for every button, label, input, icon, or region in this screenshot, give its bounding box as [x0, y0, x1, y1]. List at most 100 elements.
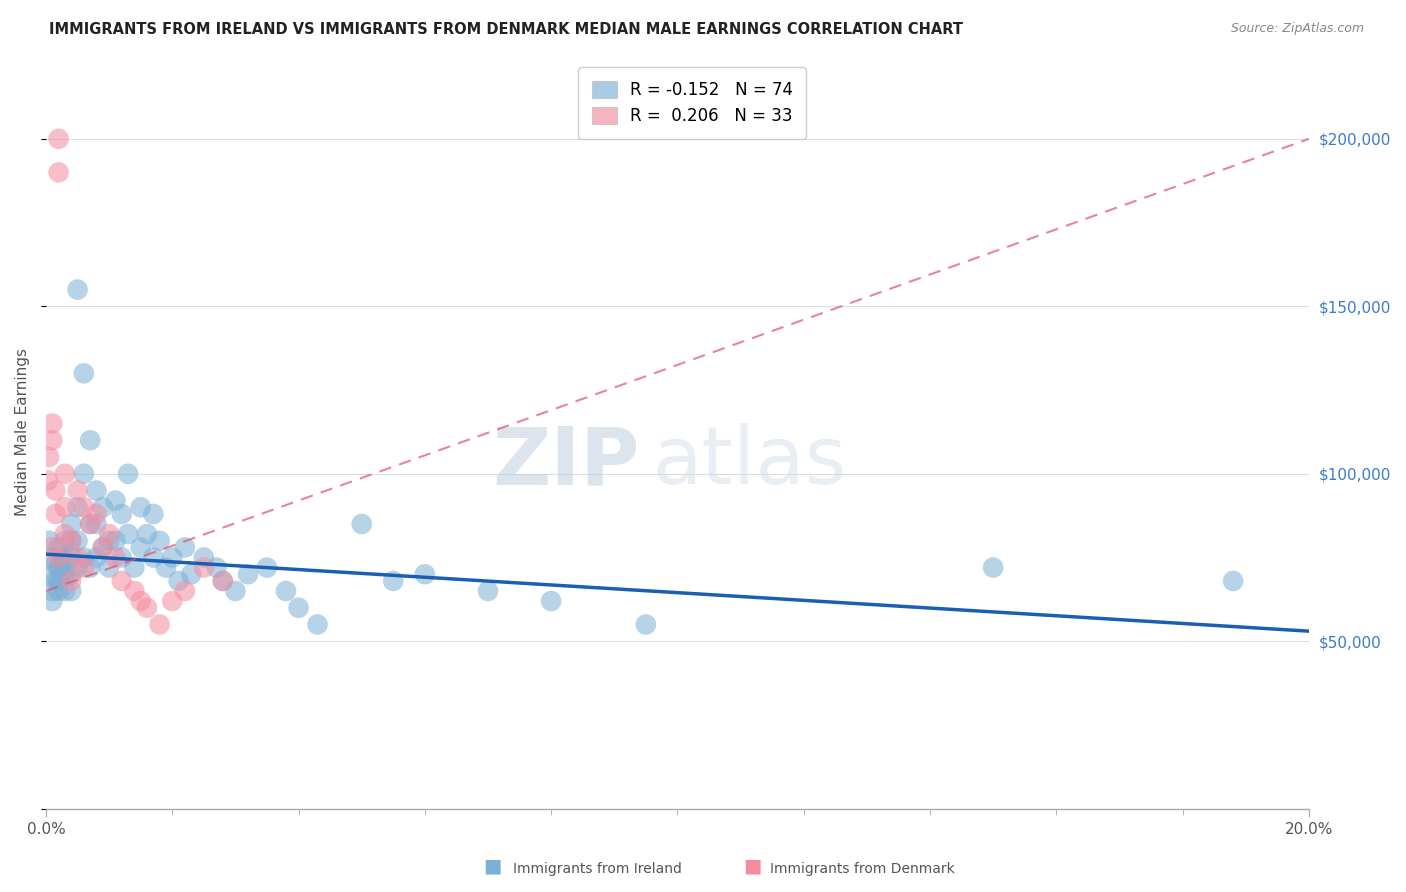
Point [79, 516, 101, 531]
Point [53, 567, 76, 582]
Point [60, 533, 83, 548]
Point [307, 617, 329, 632]
Point [48, 132, 70, 146]
Point [981, 560, 1004, 574]
Point [73, 366, 96, 380]
Point [174, 541, 197, 555]
Point [53, 584, 76, 599]
Point [205, 560, 228, 574]
Point [91, 541, 114, 555]
Point [44, 507, 66, 521]
Point [86, 550, 108, 565]
Point [44, 574, 66, 588]
Point [44, 557, 66, 571]
Text: IMMIGRANTS FROM IRELAND VS IMMIGRANTS FROM DENMARK MEDIAN MALE EARNINGS CORRELAT: IMMIGRANTS FROM IRELAND VS IMMIGRANTS FR… [49, 22, 963, 37]
Point [60, 550, 83, 565]
Point [98, 560, 121, 574]
Point [1222, 574, 1244, 588]
Point [274, 584, 297, 599]
Point [41, 567, 63, 582]
Point [66, 533, 89, 548]
Point [73, 560, 96, 574]
Point [142, 550, 165, 565]
Point [124, 560, 146, 574]
Point [174, 584, 197, 599]
Point [41, 417, 63, 431]
Point [129, 500, 152, 515]
Point [136, 527, 159, 541]
Point [53, 527, 76, 541]
Point [60, 533, 83, 548]
Point [224, 584, 246, 599]
Point [86, 516, 108, 531]
Point [60, 516, 83, 531]
Point [51, 567, 73, 582]
Point [104, 550, 127, 565]
Point [37, 474, 59, 488]
Point [41, 594, 63, 608]
Point [180, 567, 202, 582]
Text: atlas: atlas [652, 423, 846, 501]
Text: ZIP: ZIP [492, 423, 640, 501]
Point [66, 500, 89, 515]
Point [53, 467, 76, 481]
Point [129, 541, 152, 555]
Point [53, 550, 76, 565]
Point [60, 574, 83, 588]
Point [38, 450, 60, 464]
Point [149, 617, 172, 632]
Point [382, 574, 405, 588]
Point [41, 434, 63, 448]
Point [66, 283, 89, 297]
Point [66, 550, 89, 565]
Text: ■: ■ [482, 857, 502, 876]
Point [48, 541, 70, 555]
Point [91, 500, 114, 515]
Point [51, 550, 73, 565]
Point [73, 500, 96, 515]
Point [60, 567, 83, 582]
Point [60, 584, 83, 599]
Point [41, 550, 63, 565]
Point [48, 550, 70, 565]
Point [86, 483, 108, 498]
Point [53, 533, 76, 548]
Point [41, 584, 63, 599]
Point [256, 560, 278, 574]
Point [48, 560, 70, 574]
Point [38, 533, 60, 548]
Point [91, 541, 114, 555]
Legend: R = -0.152   N = 74, R =  0.206   N = 33: R = -0.152 N = 74, R = 0.206 N = 33 [578, 67, 807, 138]
Point [350, 516, 373, 531]
Point [98, 527, 121, 541]
Point [98, 533, 121, 548]
Point [634, 617, 657, 632]
Point [142, 507, 165, 521]
Point [73, 467, 96, 481]
Point [413, 567, 436, 582]
Point [79, 434, 101, 448]
Point [287, 600, 309, 615]
Point [211, 574, 233, 588]
Point [48, 574, 70, 588]
Point [111, 574, 134, 588]
Point [86, 507, 108, 521]
Point [48, 165, 70, 179]
Text: ■: ■ [742, 857, 762, 876]
Point [155, 560, 177, 574]
Point [104, 493, 127, 508]
Text: Immigrants from Denmark: Immigrants from Denmark [770, 862, 955, 876]
Text: Source: ZipAtlas.com: Source: ZipAtlas.com [1230, 22, 1364, 36]
Point [117, 527, 139, 541]
Point [193, 560, 215, 574]
Point [73, 550, 96, 565]
Point [193, 550, 215, 565]
Point [136, 600, 159, 615]
Point [162, 550, 184, 565]
Point [211, 574, 233, 588]
Y-axis label: Median Male Earnings: Median Male Earnings [15, 348, 30, 516]
Point [41, 541, 63, 555]
Point [44, 483, 66, 498]
Point [111, 550, 134, 565]
Point [66, 483, 89, 498]
